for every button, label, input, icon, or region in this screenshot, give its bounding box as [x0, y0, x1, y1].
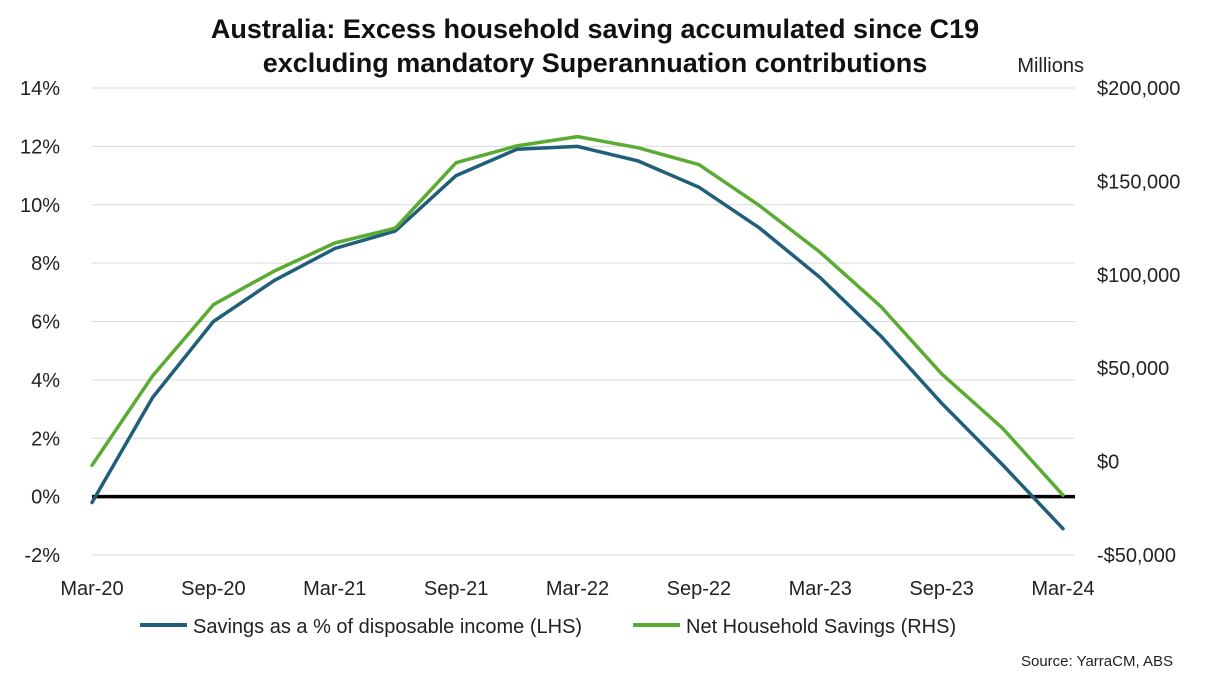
x-tick-label: Sep-20	[181, 578, 246, 600]
series-line-savings-pct	[90, 144, 1065, 531]
left-tick-label: 8%	[31, 253, 60, 275]
right-tick-label: $50,000	[1097, 358, 1169, 380]
right-tick-label: -$50,000	[1097, 545, 1176, 567]
x-axis-ticks: Mar-20 Sep-20 Mar-21 Sep-21 Mar-22 Sep-22 Mar-…	[60, 578, 1094, 600]
x-tick-label: Sep-23	[909, 578, 974, 600]
left-tick-label: -2%	[24, 545, 60, 567]
series-line-net-savings	[90, 134, 1065, 497]
chart-title-line-2: excluding mandatory Superannuation contr…	[263, 48, 928, 78]
x-tick-label: Mar-23	[789, 578, 852, 600]
x-tick-label: Sep-22	[667, 578, 732, 600]
legend-label-net-savings: Net Household Savings (RHS)	[686, 616, 956, 638]
x-tick-label: Sep-21	[424, 578, 489, 600]
series-lines	[90, 134, 1065, 531]
legend-label-savings-pct: Savings as a % of disposable income (LHS…	[193, 616, 582, 638]
right-tick-label: $100,000	[1097, 265, 1180, 287]
left-tick-label: 12%	[20, 136, 60, 158]
right-tick-label: $150,000	[1097, 171, 1180, 193]
right-axis-unit-label: Millions	[1017, 55, 1084, 77]
left-tick-label: 14%	[20, 78, 60, 100]
gridlines	[92, 87, 1075, 556]
legend: Savings as a % of disposable income (LHS…	[140, 616, 956, 638]
x-tick-label: Mar-21	[303, 578, 366, 600]
left-tick-label: 0%	[31, 487, 60, 509]
right-tick-label: $200,000	[1097, 78, 1180, 100]
chart-title-line-1: Australia: Excess household saving accum…	[211, 14, 979, 44]
left-tick-label: 2%	[31, 428, 60, 450]
left-axis-ticks: -2% 0% 2% 4% 6% 8% 10% 12% 14%	[20, 78, 60, 567]
left-tick-label: 4%	[31, 370, 60, 392]
right-axis-ticks: -$50,000 $0 $50,000 $100,000 $150,000 $200,00…	[1097, 78, 1180, 567]
x-tick-label: Mar-20	[60, 578, 123, 600]
left-tick-label: 6%	[31, 312, 60, 334]
x-tick-label: Mar-24	[1031, 578, 1094, 600]
left-tick-label: 10%	[20, 195, 60, 217]
right-tick-label: $0	[1097, 452, 1119, 474]
source-note: Source: YarraCM, ABS	[1021, 653, 1173, 670]
x-tick-label: Mar-22	[546, 578, 609, 600]
